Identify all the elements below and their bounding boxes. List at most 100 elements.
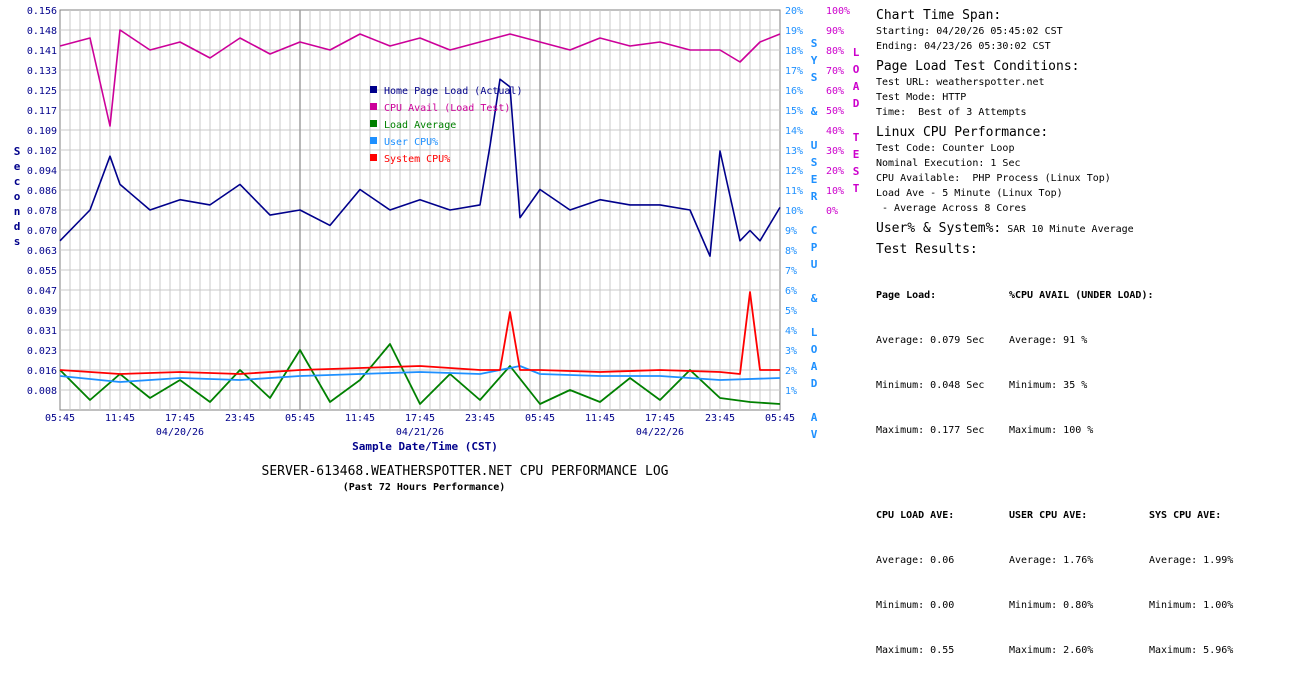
y-left-axis-label-char: s	[14, 235, 21, 248]
y-right-tick-label: 50%	[826, 106, 844, 117]
y-left-tick-label: 0.117	[27, 106, 57, 117]
test-time: Time: Best of 3 Attempts	[876, 107, 1027, 118]
y-left-axis-label-char: d	[14, 220, 21, 233]
y-mid-axis-label-char: R	[811, 190, 818, 203]
y-mid-tick-label: 20%	[785, 6, 803, 17]
y-mid-tick-label: 9%	[785, 226, 797, 237]
legend: Home Page Load (Actual) CPU Avail (Load …	[370, 86, 522, 165]
conditions-heading: Page Load Test Conditions:	[876, 59, 1080, 74]
y-left-axis-label-char: e	[14, 160, 21, 173]
legend-swatch-home-page-load	[370, 86, 377, 93]
series-layer	[59, 29, 781, 405]
user-cpu-ave-average: Average: 1.76%	[1009, 555, 1094, 566]
user-system-row: User% & System%: SAR 10 Minute Average	[876, 221, 1296, 237]
chart-title: SERVER-613468.WEATHERSPOTTER.NET CPU PER…	[262, 464, 669, 479]
performance-chart: Home Page Load (Actual) CPU Avail (Load …	[14, 6, 860, 493]
y-left-tick-label: 0.148	[27, 26, 57, 37]
page-load-header: Page Load:	[876, 290, 937, 301]
legend-label-system-cpu: System CPU%	[384, 154, 450, 165]
x-tick-label: 05:45	[525, 413, 555, 424]
x-tick-label: 11:45	[345, 413, 375, 424]
y-mid-tick-label: 3%	[785, 346, 797, 357]
y-right-axis-label-char: O	[853, 63, 860, 76]
y-left-tick-label: 0.125	[27, 86, 57, 97]
legend-label-user-cpu: User CPU%	[384, 137, 438, 148]
cpu-load-ave-results: CPU LOAD AVE: Average: 0.06 Minimum: 0.0…	[876, 478, 1009, 688]
x-tick-label: 11:45	[105, 413, 135, 424]
y-mid-axis-label-char: L	[811, 326, 818, 339]
y-left-tick-label: 0.008	[27, 386, 57, 397]
y-mid-axis-label-char: U	[811, 258, 818, 271]
y-mid-axis-label-char: E	[811, 173, 818, 186]
y-mid-tick-label: 19%	[785, 26, 803, 37]
y-left-tick-label: 0.133	[27, 66, 57, 77]
y-right-tick-label: 90%	[826, 26, 844, 37]
y-left-axis-label-char: o	[14, 190, 21, 203]
time-span-ending: Ending: 04/23/26 05:30:02 CST	[876, 41, 1051, 52]
cpu-avail-header: %CPU AVAIL (UNDER LOAD):	[1009, 290, 1154, 301]
y-right-tick-label: 40%	[826, 126, 844, 137]
y-mid-tick-label: 5%	[785, 306, 797, 317]
y-left-axis-label-char: n	[14, 205, 21, 218]
y-right-tick-label: 20%	[826, 166, 844, 177]
x-tick-label: 17:45	[405, 413, 435, 424]
chart-grid	[59, 9, 781, 411]
y-left-tick-label: 0.141	[27, 46, 57, 57]
y-left-tick-label: 0.039	[27, 306, 57, 317]
time-span-starting: Starting: 04/20/26 05:45:02 CST	[876, 26, 1063, 37]
y-left-tick-label: 0.070	[27, 226, 57, 237]
y-mid-tick-label: 11%	[785, 186, 803, 197]
cpu-load-ave-average: Average: 0.06	[876, 555, 955, 566]
y-mid-axis-label-char: U	[811, 139, 818, 152]
y-mid-tick-label: 10%	[785, 206, 803, 217]
x-tick-label: 23:45	[225, 413, 255, 424]
legend-label-home-page-load: Home Page Load (Actual)	[384, 86, 522, 97]
y-right-axis-label-char: A	[853, 80, 860, 93]
y-right-axis-label-char: T	[853, 182, 860, 195]
test-code: Test Code: Counter Loop	[876, 143, 1015, 154]
y-right-axis-label-char: T	[853, 131, 860, 144]
legend-swatch-system-cpu	[370, 154, 377, 161]
cpu-performance-heading: Linux CPU Performance:	[876, 125, 1049, 140]
y-left-tick-label: 0.031	[27, 326, 57, 337]
y-mid-tick-label: 16%	[785, 86, 803, 97]
y-mid-tick-label: 15%	[785, 106, 803, 117]
y-mid-axis-label-char: S	[811, 156, 818, 169]
y-left-tick-label: 0.078	[27, 206, 57, 217]
y-right-tick-label: 30%	[826, 146, 844, 157]
y-left-tick-label: 0.086	[27, 186, 57, 197]
series-line-2	[59, 343, 781, 405]
user-system-heading: User% & System%:	[876, 221, 1002, 236]
y-mid-axis-label-char: S	[811, 71, 818, 84]
cpu-avail-results: %CPU AVAIL (UNDER LOAD): Average: 91 % M…	[1009, 258, 1154, 468]
y-right-tick-label: 100%	[826, 6, 850, 17]
y-mid-axis-label-char: &	[811, 292, 818, 305]
y-mid-tick-label: 6%	[785, 286, 797, 297]
nominal-execution: Nominal Execution: 1 Sec	[876, 158, 1021, 169]
series-line-4	[59, 291, 780, 375]
y-left-tick-label: 0.156	[27, 6, 57, 17]
legend-swatch-user-cpu	[370, 137, 377, 144]
y-mid-tick-label: 2%	[785, 366, 797, 377]
y-mid-axis-label-char: Y	[811, 54, 818, 67]
cpu-avail-average: Average: 91 %	[1009, 335, 1088, 346]
sys-cpu-ave-maximum: Maximum: 5.96%	[1149, 645, 1234, 656]
y-right-axis-label-char: D	[853, 97, 860, 110]
cpu-avail-maximum: Maximum: 100 %	[1009, 425, 1094, 436]
x-tick-label: 05:45	[45, 413, 75, 424]
cpu-avail-minimum: Minimum: 35 %	[1009, 380, 1088, 391]
y-mid-tick-label: 7%	[785, 266, 797, 277]
x-tick-label: 05:45	[285, 413, 315, 424]
y-left-tick-label: 0.023	[27, 346, 57, 357]
y-left-tick-label: 0.109	[27, 126, 57, 137]
y-mid-axis-label-char: S	[811, 37, 818, 50]
results-heading: Test Results:	[876, 242, 978, 257]
y-mid-tick-label: 14%	[785, 126, 803, 137]
x-axis-label: Sample Date/Time (CST)	[352, 440, 498, 453]
x-tick-label: 11:45	[585, 413, 615, 424]
cpu-load-ave-minimum: Minimum: 0.00	[876, 600, 955, 611]
legend-swatch-cpu-avail	[370, 103, 377, 110]
y-mid-tick-label: 12%	[785, 166, 803, 177]
